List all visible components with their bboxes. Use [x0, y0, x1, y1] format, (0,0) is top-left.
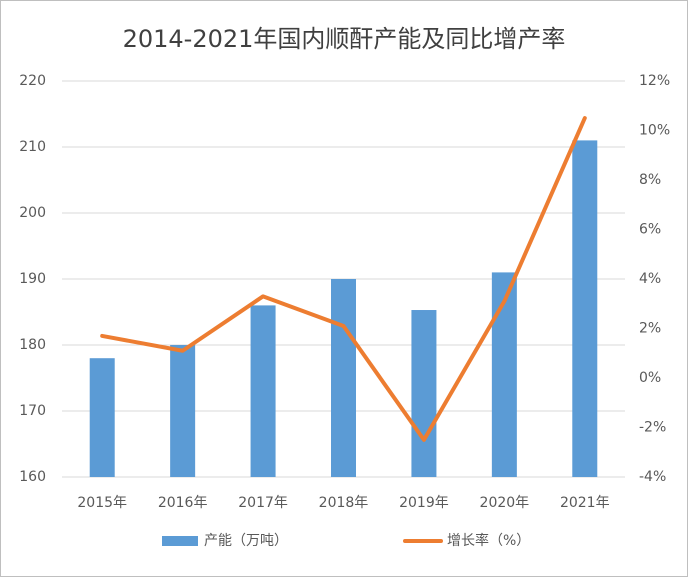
- bar: [572, 140, 598, 477]
- bar: [89, 358, 115, 477]
- y2-tick-label: -4%: [639, 469, 666, 485]
- bar: [411, 310, 437, 477]
- bar: [491, 272, 517, 477]
- x-tick-label: 2017年: [238, 495, 288, 511]
- y2-tick-label: -2%: [639, 420, 666, 436]
- x-tick-label: 2015年: [77, 495, 127, 511]
- bar: [250, 305, 276, 477]
- y-tick-label: 180: [19, 337, 46, 353]
- x-tick-label: 2021年: [560, 495, 610, 511]
- y2-tick-label: 4%: [639, 271, 661, 287]
- legend-label: 产能（万吨）: [204, 533, 288, 549]
- y2-tick-label: 8%: [639, 172, 661, 188]
- y2-tick-label: 2%: [639, 321, 661, 337]
- y-tick-label: 200: [19, 205, 46, 221]
- bar: [170, 345, 196, 477]
- y-tick-label: 190: [19, 271, 46, 287]
- y-tick-label: 220: [19, 73, 46, 89]
- legend-swatch: [162, 536, 198, 546]
- y-tick-label: 210: [19, 139, 46, 155]
- y-tick-label: 170: [19, 403, 46, 419]
- x-tick-label: 2018年: [319, 495, 369, 511]
- y2-tick-label: 10%: [639, 123, 670, 139]
- y-tick-label: 160: [19, 469, 46, 485]
- y2-tick-label: 0%: [639, 370, 661, 386]
- line-series: [100, 116, 587, 442]
- x-tick-label: 2020年: [480, 495, 530, 511]
- x-tick-label: 2019年: [399, 495, 449, 511]
- legend-label: 增长率（%）: [447, 532, 530, 549]
- x-tick-label: 2016年: [158, 495, 208, 511]
- chart-title: 2014-2021年国内顺酐产能及同比增产率: [123, 25, 566, 53]
- bar: [331, 279, 356, 477]
- y2-tick-label: 6%: [639, 222, 661, 238]
- y2-tick-label: 12%: [639, 73, 670, 89]
